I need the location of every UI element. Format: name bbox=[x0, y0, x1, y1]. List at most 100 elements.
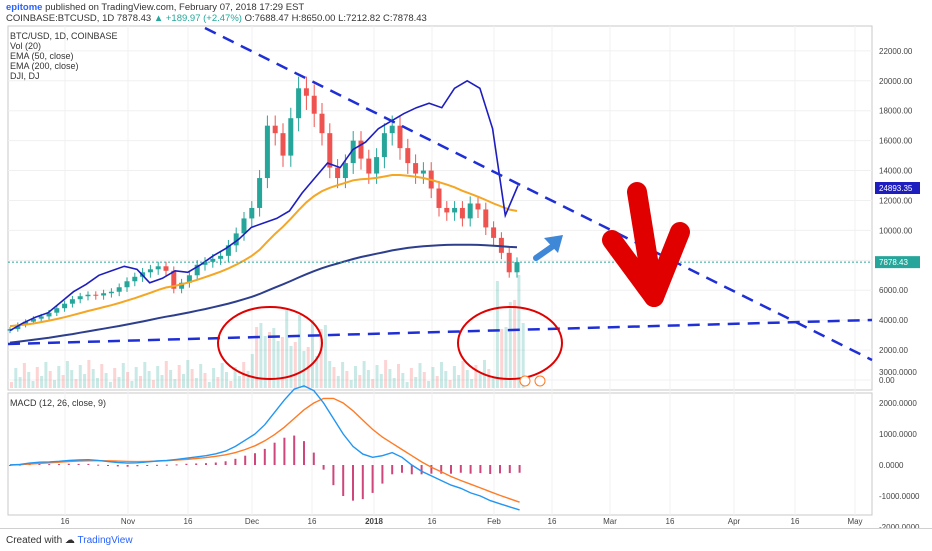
candle-body bbox=[467, 203, 473, 219]
price-tick-label: 6000.00 bbox=[879, 286, 908, 295]
tradingview-link[interactable]: TradingView bbox=[77, 535, 133, 546]
candle-body bbox=[366, 158, 372, 174]
macd-histogram-bar bbox=[48, 464, 51, 466]
legend-ema200[interactable]: EMA (200, close) bbox=[10, 61, 79, 71]
macd-histogram-bar bbox=[97, 464, 100, 466]
volume-bar bbox=[65, 361, 69, 388]
candle-body bbox=[171, 270, 177, 289]
volume-bar bbox=[96, 378, 99, 388]
macd-histogram-bar bbox=[38, 463, 41, 465]
price-change: ▲ +189.97 (+2.47%) bbox=[153, 13, 242, 24]
candle-body bbox=[475, 203, 481, 210]
macd-histogram-bar bbox=[391, 465, 394, 475]
volume-bar bbox=[491, 378, 495, 388]
macd-legend[interactable]: MACD (12, 26, close, 9) bbox=[10, 398, 107, 408]
volume-bar bbox=[384, 360, 388, 388]
volume-bar bbox=[268, 332, 271, 388]
volume-bar bbox=[14, 368, 18, 388]
macd-tick-label: 0.0000 bbox=[879, 461, 904, 470]
volume-bar bbox=[448, 380, 452, 388]
x-tick-label: 16 bbox=[791, 517, 800, 526]
candle-body bbox=[272, 125, 278, 134]
dji-line bbox=[9, 79, 519, 332]
candle-body bbox=[132, 276, 138, 282]
candle-body bbox=[257, 178, 263, 208]
volume-bar bbox=[194, 378, 198, 388]
volume-bar bbox=[255, 327, 259, 388]
candle-body bbox=[311, 95, 317, 114]
volume-bar bbox=[379, 374, 383, 388]
macd-histogram-bar bbox=[342, 465, 345, 496]
chart-header: epitome published on TradingView.com, Fe… bbox=[0, 0, 932, 26]
volume-bar bbox=[250, 354, 254, 388]
candle-body bbox=[186, 275, 192, 283]
legend-ema50[interactable]: EMA (50, close) bbox=[10, 51, 74, 61]
macd-histogram-bar bbox=[67, 463, 70, 465]
volume-bar bbox=[513, 300, 517, 388]
candle-body bbox=[342, 163, 348, 179]
x-tick-label: Dec bbox=[245, 517, 259, 526]
volume-bar bbox=[48, 371, 52, 388]
volume-bar bbox=[371, 379, 375, 388]
candle-body bbox=[62, 303, 68, 309]
macd-tick-label: 2000.0000 bbox=[879, 399, 917, 408]
author-name[interactable]: epitome bbox=[6, 2, 43, 13]
volume-bar bbox=[465, 370, 469, 388]
macd-tick-label: 1000.0000 bbox=[879, 430, 917, 439]
macd-histogram-bar bbox=[450, 465, 452, 474]
tradingview-logo-icon: ☁ bbox=[64, 535, 75, 546]
macd-histogram-bar bbox=[361, 465, 364, 500]
candle-body bbox=[296, 88, 302, 119]
volume-bar bbox=[31, 381, 35, 388]
volume-bar bbox=[143, 362, 147, 388]
volume-bar bbox=[474, 365, 478, 388]
macd-histogram-bar bbox=[175, 464, 178, 466]
macd-histogram-bar bbox=[518, 465, 521, 473]
volume-bar bbox=[328, 361, 332, 388]
volume-bar bbox=[182, 374, 185, 388]
volume-bar bbox=[18, 377, 22, 388]
symbol-label: COINBASE:BTCUSD, 1D bbox=[6, 13, 115, 24]
candle-body bbox=[202, 261, 208, 265]
volume-bar bbox=[199, 364, 203, 388]
volume-bar bbox=[440, 362, 443, 388]
volume-bar bbox=[401, 373, 405, 388]
legend-symbol[interactable]: BTC/USD, 1D, COINBASE bbox=[10, 31, 118, 41]
candle-body bbox=[444, 207, 450, 213]
chart-canvas[interactable]: 16 Nov 16 Dec 16 2018 16 Feb 16 Mar 16 Apr 16 May 2200… bbox=[0, 0, 932, 528]
footer-text: Created with ☁ TradingView bbox=[6, 535, 133, 546]
volume-bar bbox=[126, 372, 130, 388]
volume-bar bbox=[521, 323, 525, 388]
volume-bar bbox=[160, 375, 164, 388]
dji-tag bbox=[875, 182, 920, 194]
price-tick-label: 18000.00 bbox=[879, 107, 913, 116]
volume-bar bbox=[452, 366, 456, 388]
macd-histogram-bar bbox=[410, 465, 413, 475]
volume-bar bbox=[345, 371, 349, 388]
macd-histogram-bar bbox=[136, 465, 139, 467]
volume-bar bbox=[147, 371, 151, 388]
volume-bar bbox=[220, 363, 224, 388]
legend-dji[interactable]: DJI, DJ bbox=[10, 71, 40, 81]
macd-histogram-bar bbox=[371, 465, 374, 493]
volume-bar bbox=[35, 367, 39, 388]
legend-volume[interactable]: Vol (20) bbox=[10, 41, 42, 51]
volume-bar bbox=[169, 370, 173, 388]
volume-bar bbox=[495, 281, 499, 388]
macd-histogram-bar bbox=[116, 465, 119, 467]
ema50-line bbox=[9, 174, 518, 328]
macd-histogram-bar bbox=[440, 465, 443, 474]
volume-bar bbox=[173, 379, 177, 388]
volume-bar bbox=[225, 372, 228, 388]
macd-histogram-bar bbox=[195, 463, 198, 465]
macd-histogram-bar bbox=[224, 461, 227, 465]
macd-histogram-bar bbox=[165, 464, 168, 466]
volume-bar bbox=[272, 328, 276, 388]
candle-body bbox=[374, 157, 380, 174]
volume-bar bbox=[504, 327, 508, 388]
volume-bar bbox=[74, 379, 78, 388]
volume-bar bbox=[186, 360, 190, 388]
candle-body bbox=[413, 163, 419, 174]
candle-body bbox=[77, 296, 83, 300]
macd-histogram-bar bbox=[156, 464, 158, 466]
